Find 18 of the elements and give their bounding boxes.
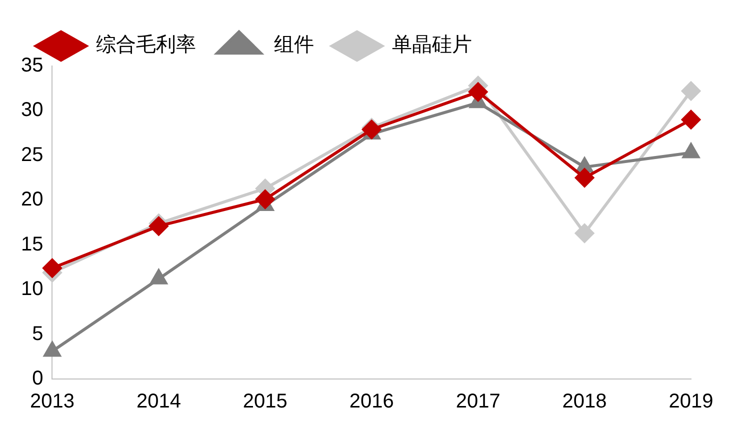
y-tick-label: 5 bbox=[32, 322, 44, 345]
legend-label: 组件 bbox=[274, 32, 314, 56]
y-tick-label: 35 bbox=[20, 54, 44, 77]
legend-label: 综合毛利率 bbox=[96, 32, 196, 56]
x-tick-label: 2017 bbox=[456, 390, 500, 413]
y-tick-label: 0 bbox=[32, 368, 44, 390]
y-tick-label: 20 bbox=[20, 188, 44, 211]
y-tick-label: 15 bbox=[20, 233, 44, 256]
y-tick-label: 10 bbox=[20, 278, 44, 300]
x-tick-label: 2015 bbox=[242, 390, 288, 413]
x-tick-label: 2019 bbox=[668, 390, 714, 413]
x-tick-label: 2013 bbox=[30, 390, 74, 413]
x-tick-label: 2016 bbox=[349, 390, 394, 413]
x-tick-label: 2018 bbox=[562, 390, 607, 413]
legend-label: 单晶硅片 bbox=[392, 32, 472, 56]
y-tick-label: 25 bbox=[20, 144, 44, 166]
y-tick-label: 30 bbox=[20, 99, 44, 122]
x-tick-label: 2014 bbox=[136, 390, 181, 413]
